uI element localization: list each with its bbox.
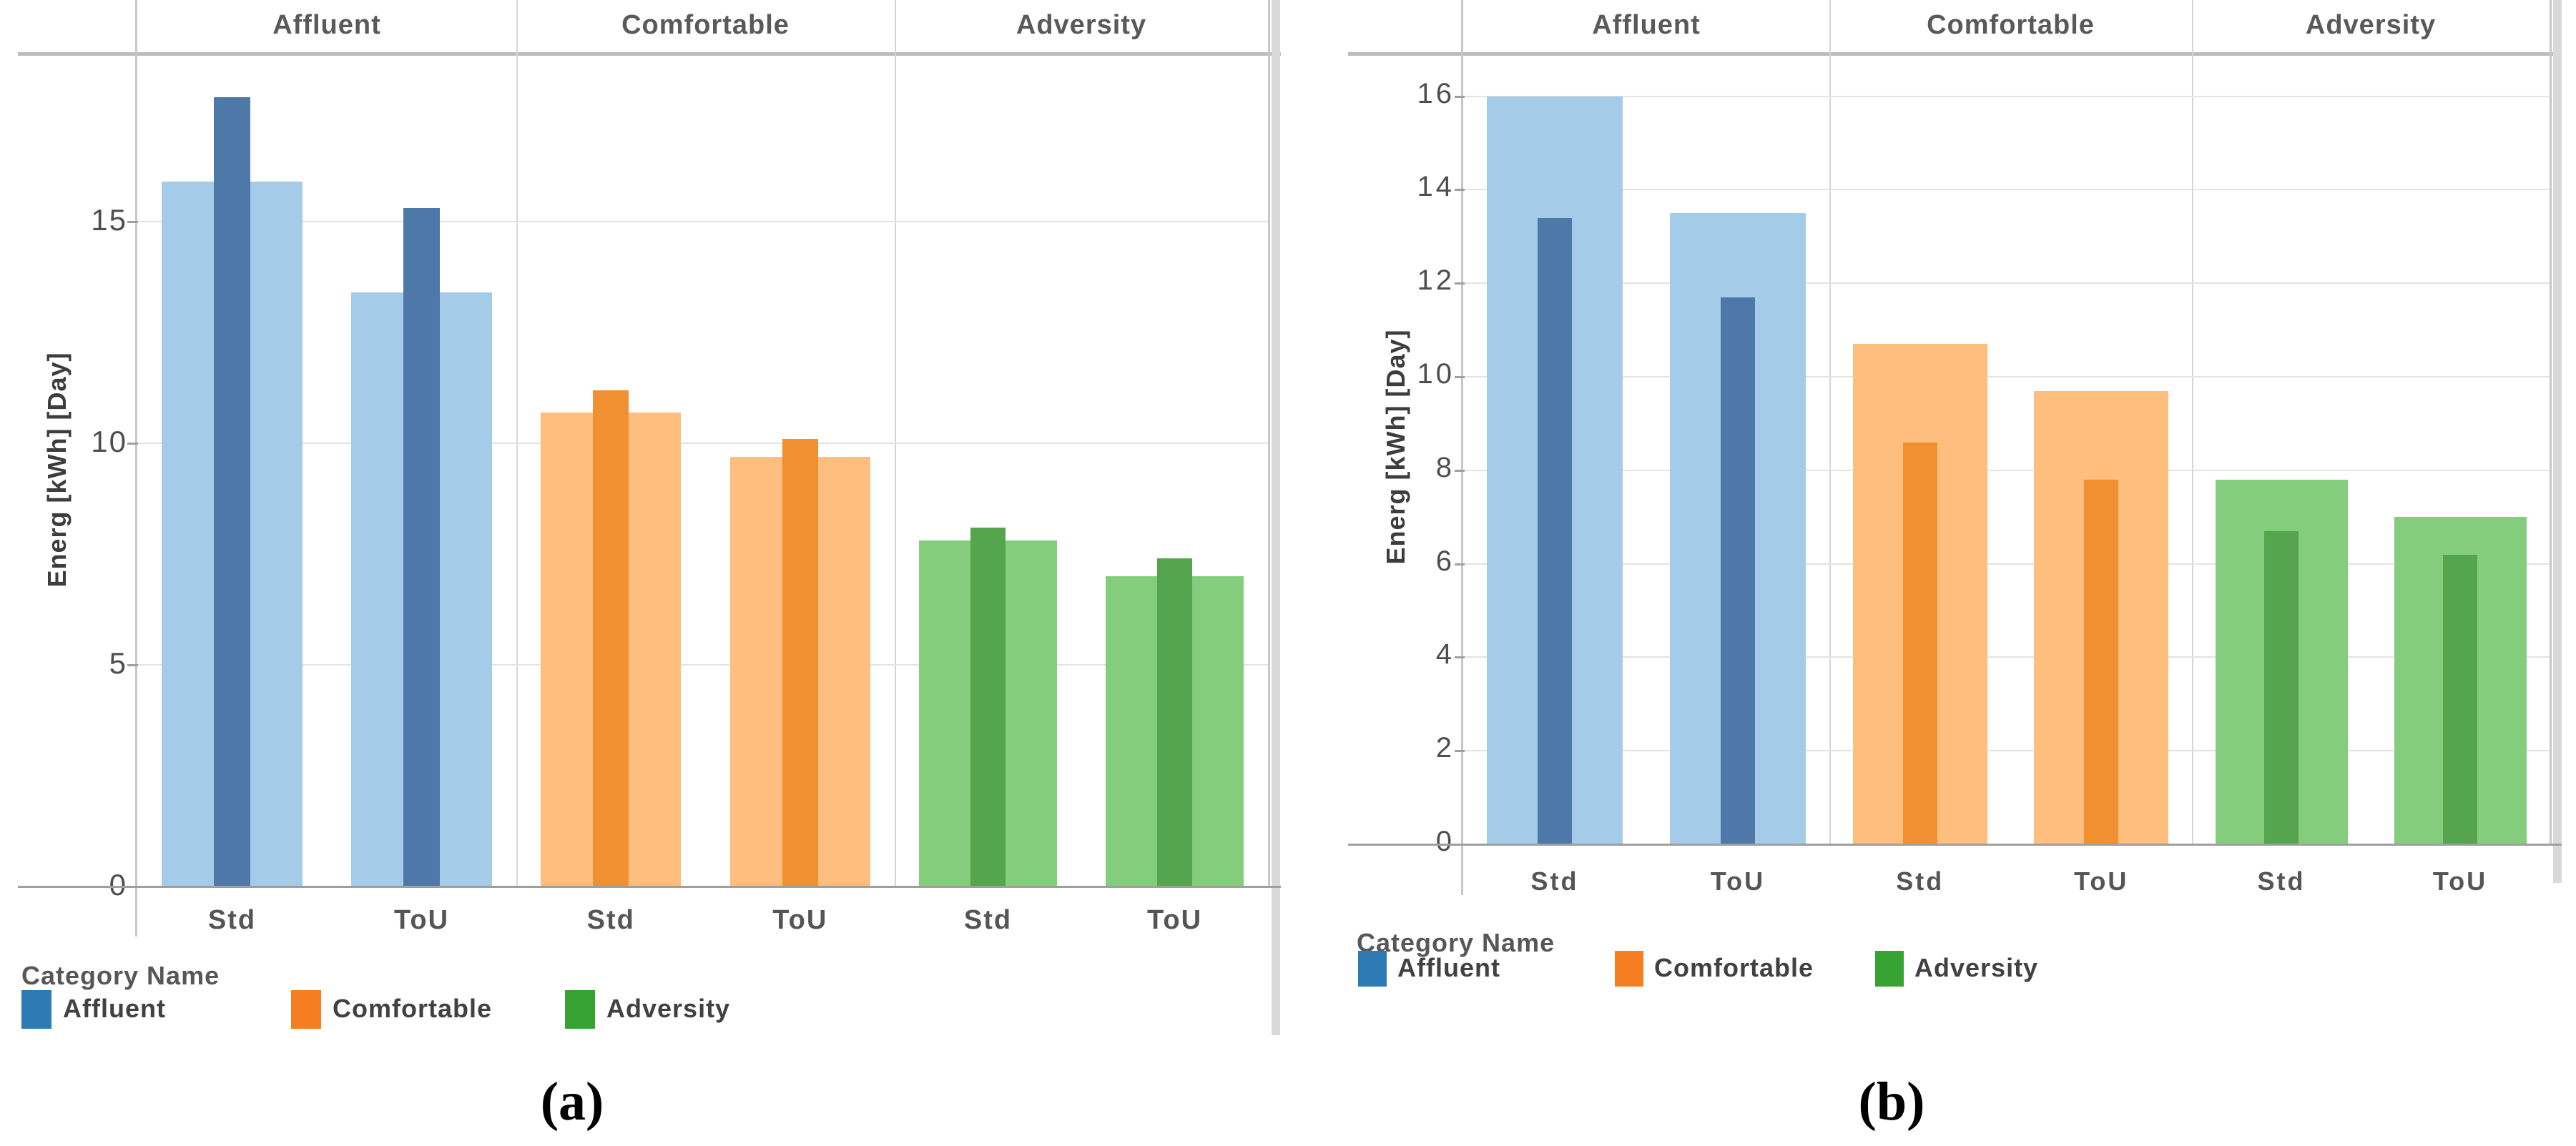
- x-tick-label-comfortable-tou: ToU: [772, 905, 828, 935]
- bar-dark-affluent-tou: [1720, 297, 1756, 844]
- legend-label-comfortable: Comfortable: [1654, 953, 1814, 982]
- y-tick-mark-4: [1455, 656, 1465, 659]
- grid-line-y-6: [1463, 563, 2550, 565]
- grid-line-y-4: [1463, 656, 2550, 658]
- y-tick-mark-16: [1455, 95, 1465, 98]
- legend-swatch-adversity: [565, 990, 595, 1029]
- panel-border: [1829, 0, 1831, 844]
- grid-line-y-14: [1463, 189, 2550, 191]
- y-tick-label-10: 10: [1417, 358, 1455, 390]
- legend-label-adversity: Adversity: [1914, 953, 2039, 982]
- grid-line-y-16: [1463, 95, 2550, 97]
- legend-swatch-comfortable: [1615, 951, 1643, 987]
- bar-dark-comfortable-tou: [782, 438, 818, 886]
- grid-line-y-12: [1463, 282, 2550, 285]
- y-tick-label-14: 14: [1417, 171, 1455, 203]
- bar-dark-comfortable-std: [1902, 442, 1937, 844]
- legend-title: Category Name: [1357, 928, 1555, 957]
- legend-label-affluent: Affluent: [1397, 953, 1500, 982]
- y-tick-mark-6: [1455, 563, 1465, 565]
- legend-swatch-affluent: [21, 990, 51, 1029]
- bar-dark-comfortable-std: [593, 390, 629, 886]
- x-tick-label-affluent-tou: ToU: [1710, 866, 1766, 896]
- y-tick-label-16: 16: [1417, 77, 1455, 109]
- y-tick-mark-8: [1455, 469, 1465, 472]
- bar-dark-affluent-std: [1537, 217, 1573, 844]
- plot-right-border: [2550, 0, 2552, 844]
- x-tick-label-comfortable-tou: ToU: [2074, 866, 2129, 896]
- plot-right-border: [1268, 0, 1270, 886]
- panel-header-underline: [18, 52, 1281, 56]
- x-axis-line: [18, 886, 1281, 888]
- caption-b: (b): [1858, 1072, 1925, 1132]
- y-tick-label-0: 0: [1435, 826, 1455, 857]
- legend-swatch-comfortable: [291, 990, 321, 1029]
- legend-label-comfortable: Comfortable: [333, 994, 493, 1023]
- right-edge-band: [1272, 0, 1280, 1035]
- right-edge-band: [2553, 0, 2562, 883]
- y-axis-title: Energ [kWh] [Day]: [1381, 329, 1410, 565]
- panel-border: [2192, 0, 2193, 844]
- bar-dark-adversity-std: [970, 527, 1006, 886]
- bar-dark-adversity-tou: [2443, 554, 2477, 844]
- grid-line-y-15: [137, 221, 1268, 222]
- y-tick-label-10: 10: [91, 425, 127, 458]
- caption-a: (a): [540, 1072, 604, 1132]
- y-tick-mark-5: [127, 664, 138, 666]
- grid-line-y-5: [137, 664, 1268, 666]
- grid-line-y-10: [137, 443, 1268, 444]
- bar-dark-comfortable-tou: [2084, 479, 2119, 844]
- legend-label-affluent: Affluent: [63, 994, 166, 1023]
- y-axis-line: [1461, 0, 1463, 895]
- panel-header-affluent: Affluent: [1592, 10, 1701, 40]
- x-axis-line: [1348, 844, 2562, 846]
- y-tick-label-5: 5: [109, 646, 127, 680]
- x-tick-label-adversity-std: Std: [2257, 866, 2306, 896]
- x-tick-label-adversity-tou: ToU: [2432, 866, 2488, 896]
- x-tick-label-comfortable-std: Std: [586, 905, 635, 935]
- grid-line-y-10: [1463, 376, 2550, 377]
- panel-header-underline: [1348, 52, 2562, 56]
- y-tick-mark-15: [127, 221, 138, 223]
- panel-header-comfortable: Comfortable: [621, 10, 790, 40]
- x-tick-label-comfortable-std: Std: [1896, 866, 1945, 896]
- panel-header-adversity: Adversity: [1016, 10, 1147, 40]
- y-tick-label-8: 8: [1435, 451, 1455, 483]
- legend-title: Category Name: [21, 961, 220, 990]
- legend-swatch-adversity: [1875, 951, 1904, 987]
- panel-header-comfortable: Comfortable: [1927, 10, 2095, 40]
- y-axis-title: Energ [kWh] [Day]: [42, 352, 72, 588]
- y-tick-mark-12: [1455, 282, 1465, 285]
- y-tick-label-6: 6: [1435, 545, 1455, 577]
- panel-header-adversity: Adversity: [2305, 10, 2437, 40]
- x-tick-label-adversity-std: Std: [963, 905, 1013, 935]
- panel-header-affluent: Affluent: [272, 10, 381, 40]
- x-tick-label-affluent-std: Std: [1530, 866, 1579, 896]
- y-tick-mark-10: [1455, 376, 1465, 378]
- y-tick-label-15: 15: [91, 203, 127, 237]
- grid-line-y-2: [1463, 750, 2550, 752]
- bar-dark-affluent-std: [214, 97, 250, 886]
- legend-swatch-affluent: [1358, 951, 1387, 987]
- grid-line-y-8: [1463, 469, 2550, 471]
- y-tick-mark-2: [1455, 750, 1465, 753]
- bar-dark-adversity-std: [2264, 530, 2299, 844]
- x-tick-label-affluent-tou: ToU: [393, 905, 450, 935]
- y-axis-line: [135, 0, 137, 937]
- legend-label-adversity: Adversity: [606, 994, 731, 1023]
- x-tick-label-affluent-std: Std: [207, 905, 257, 935]
- y-tick-label-12: 12: [1417, 265, 1455, 297]
- y-tick-mark-14: [1455, 189, 1465, 192]
- bar-dark-affluent-tou: [403, 208, 440, 886]
- x-tick-label-adversity-tou: ToU: [1146, 905, 1203, 935]
- y-tick-label-0: 0: [109, 868, 127, 902]
- y-tick-mark-10: [127, 443, 138, 445]
- bar-dark-adversity-tou: [1156, 558, 1193, 886]
- y-tick-label-4: 4: [1435, 638, 1455, 671]
- y-tick-label-2: 2: [1435, 732, 1455, 764]
